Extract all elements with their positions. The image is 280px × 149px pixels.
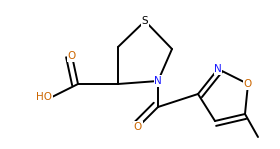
Text: HO: HO: [36, 92, 52, 102]
Text: N: N: [214, 64, 222, 74]
Text: O: O: [68, 51, 76, 61]
Text: O: O: [244, 79, 252, 89]
Text: N: N: [154, 76, 162, 86]
Text: O: O: [134, 122, 142, 132]
Text: S: S: [142, 16, 148, 26]
